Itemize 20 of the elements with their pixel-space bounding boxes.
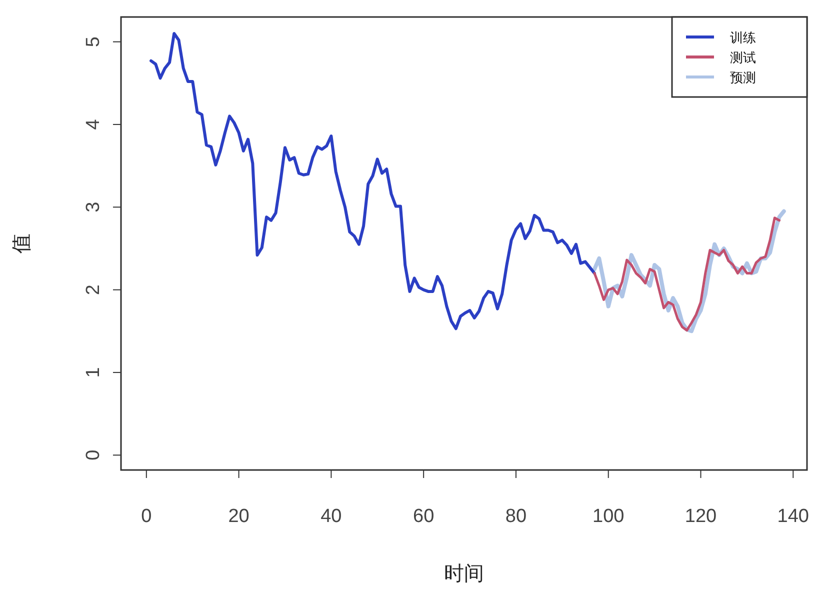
x-tick-label: 40 bbox=[320, 506, 342, 527]
x-tick-label: 0 bbox=[141, 506, 152, 527]
line-series bbox=[150, 32, 596, 330]
y-tick-label: 3 bbox=[83, 202, 104, 212]
y-tick-label: 2 bbox=[83, 284, 104, 296]
x-tick-label: 100 bbox=[592, 506, 624, 527]
y-tick-label: 1 bbox=[83, 367, 104, 378]
x-tick-label: 20 bbox=[228, 506, 250, 527]
y-tick-label: 4 bbox=[83, 118, 104, 130]
legend-label: 预测 bbox=[730, 70, 756, 85]
legend-label: 训练 bbox=[730, 30, 756, 45]
y-axis-title: 值 bbox=[11, 234, 33, 254]
x-tick-label: 140 bbox=[777, 506, 809, 527]
legend-label: 测试 bbox=[730, 50, 756, 65]
x-axis-title: 时间 bbox=[444, 563, 484, 585]
x-tick-label: 120 bbox=[684, 506, 717, 527]
x-tick-label: 80 bbox=[505, 506, 527, 527]
x-tick-label: 60 bbox=[413, 506, 434, 527]
y-tick-label: 5 bbox=[83, 36, 104, 48]
y-tick-label: 0 bbox=[83, 450, 104, 460]
